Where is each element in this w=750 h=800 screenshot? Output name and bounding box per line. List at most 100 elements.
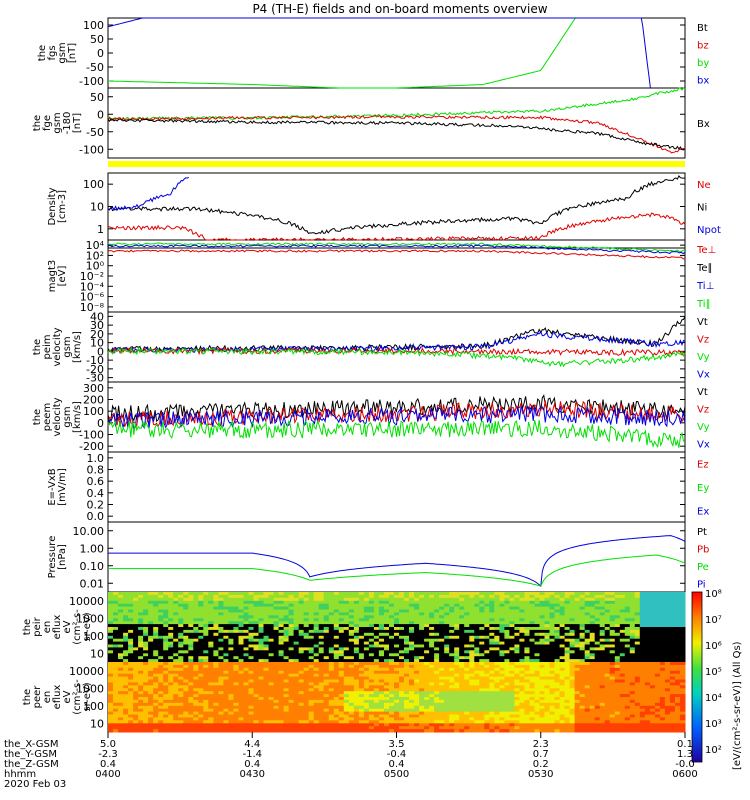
ylabel-temperature: magt3 <box>47 260 58 293</box>
legend-peem_velocity-Vt: Vt <box>697 387 708 398</box>
ylabel-peer_spec: peer <box>32 685 43 709</box>
xaxis-value-y: -2.3 <box>98 749 118 760</box>
ytick-fge: -100 <box>79 143 104 156</box>
legend-pressure-Pe: Pe <box>697 562 709 573</box>
xaxis-row-label: hhmm <box>4 769 36 780</box>
ytick-peir_spec: 1000 <box>76 612 104 625</box>
ylabel-peir_spec: eflux <box>52 615 63 640</box>
ytick-peir_spec: 10 <box>90 647 104 660</box>
ylabel-fge: -180 <box>62 112 73 135</box>
ylabel-peir_spec: sr-eV) <box>82 612 93 641</box>
colorbar-tick: 10⁶ <box>705 641 722 652</box>
ylabel-efield: [mV/m] <box>57 468 68 506</box>
colorbar-tick: 10⁵ <box>705 667 722 678</box>
series-peem_velocity-Vy <box>107 419 686 449</box>
ylabel-peer_spec: eflux <box>52 685 63 710</box>
ytick-pressure: 0.10 <box>80 560 105 573</box>
ytick-fge: -50 <box>86 126 104 139</box>
ylabel-pressure: [nPa] <box>57 544 68 570</box>
colorbar-label: [eV/(cm²-s-sr-eV)] (All Qs) <box>732 641 743 770</box>
ytick-fgs: 100 <box>83 19 104 32</box>
ytick-peer_spec: 1000 <box>76 682 104 695</box>
legend-pressure-Pi: Pi <box>697 579 706 590</box>
legend-temperature-Ti∥: Ti∥ <box>696 299 711 310</box>
ylabel-pressure: Pressure <box>47 536 58 579</box>
ylabel-peer_spec: eV <box>62 690 73 703</box>
legend-density-Ni: Ni <box>697 203 707 214</box>
xaxis-row-label: the_Z-GSM <box>4 759 59 770</box>
ytick-peir_spec: 100 <box>83 630 104 643</box>
ylabel-peer_spec: (cm²-s- <box>72 679 83 715</box>
ytick-pressure: 10.00 <box>73 525 105 538</box>
yellow-flag-bar <box>108 161 685 167</box>
series-peem_velocity-Vx <box>107 405 686 430</box>
legend-temperature-Te⊥: Te⊥ <box>696 245 716 256</box>
ytick-efield: 0.0 <box>87 510 105 523</box>
xaxis-value-x: 2.3 <box>533 739 549 750</box>
xaxis-value-hhmm: 0430 <box>240 769 265 780</box>
series-fge-by <box>107 87 686 121</box>
peir-spectrogram <box>108 592 686 663</box>
ytick-fge: 50 <box>90 91 104 104</box>
ytick-temperature: 10⁴ <box>86 239 105 252</box>
ylabel-fge: gsm <box>52 112 63 133</box>
ytick-peem_velocity: 100 <box>83 405 104 418</box>
ytick-peim_velocity: -30 <box>86 372 104 385</box>
xaxis-value-x: 4.4 <box>244 739 260 750</box>
xaxis-value-x: 3.5 <box>389 739 405 750</box>
xaxis-value-hhmm: 0400 <box>95 769 120 780</box>
ytick-peem_velocity: 0 <box>97 417 104 430</box>
legend-fge-Bx: Bx <box>697 119 710 130</box>
legend-peim_velocity-Vx: Vx <box>697 369 710 380</box>
ytick-peim_velocity: 40 <box>90 310 104 323</box>
ytick-peim_velocity: 20 <box>90 328 104 341</box>
ytick-peem_velocity: 300 <box>83 382 104 395</box>
ytick-efield: 0.4 <box>87 487 105 500</box>
series-peim_velocity-Vx <box>107 330 686 355</box>
series-fgs-bx <box>107 17 651 89</box>
colorbar: 10⁸ 10⁷ 10⁶ 10⁵ 10⁴ 10³ 10² [eV/(cm²-s-sr-eV)]… <box>691 589 743 770</box>
ytick-temperature: 10⁻² <box>80 270 104 283</box>
series-density-Ne <box>107 212 686 241</box>
ytick-pressure: 1.00 <box>80 542 105 555</box>
legend-density-Ne: Ne <box>697 180 711 191</box>
ytick-fgs: -50 <box>86 61 104 74</box>
panel-frame-fgs <box>107 17 686 89</box>
temperature-trace-3 <box>107 244 686 255</box>
legend-fgs-Bt: Bt <box>697 23 708 34</box>
series-density-Npot <box>107 176 190 211</box>
legend-fgs-bx: bx <box>697 75 709 86</box>
ytick-peem_velocity: -100 <box>79 429 104 442</box>
legend-efield-Ey: Ey <box>697 483 709 494</box>
legend-temperature-Ti⊥: Ti⊥ <box>696 281 714 292</box>
legend-efield-Ez: Ez <box>697 460 709 471</box>
legend-peem_velocity-Vy: Vy <box>697 422 710 433</box>
ylabel-peem_velocity: [km/s] <box>72 401 83 433</box>
ytick-peim_velocity: -10 <box>86 354 104 367</box>
colorbar-tick: 10⁷ <box>705 615 722 626</box>
ytick-peer_spec: 100 <box>83 700 104 713</box>
legend-fgs-by: by <box>697 58 709 69</box>
series-peim_velocity-Vy <box>107 346 686 368</box>
ylabel-fgs: fgs <box>47 45 58 60</box>
ytick-density: 1 <box>97 223 104 236</box>
ylabel-peem_velocity: the <box>32 409 43 425</box>
ylabel-peir_spec: eV <box>62 620 73 633</box>
ytick-efield: 1.0 <box>87 452 105 465</box>
xaxis-value-x: 0.1 <box>677 739 693 750</box>
legend-fgs-bz: bz <box>697 40 709 51</box>
ylabel-peim_velocity: gsm <box>62 336 73 357</box>
ylabel-peer_spec: en <box>42 691 53 704</box>
colorbar-tick: 10² <box>705 745 722 756</box>
ytick-pressure: 0.01 <box>80 577 105 590</box>
xaxis-row-label: the_X-GSM <box>4 739 58 750</box>
xaxis-value-hhmm: 0600 <box>672 769 697 780</box>
ylabel-peem_velocity: gsm <box>62 406 73 427</box>
ylabel-fge: fge <box>42 115 53 131</box>
xaxis-row-label: 2020 Feb 03 <box>4 779 66 790</box>
series-peem_velocity-Vt <box>107 394 686 423</box>
ytick-fgs: -100 <box>79 75 104 88</box>
